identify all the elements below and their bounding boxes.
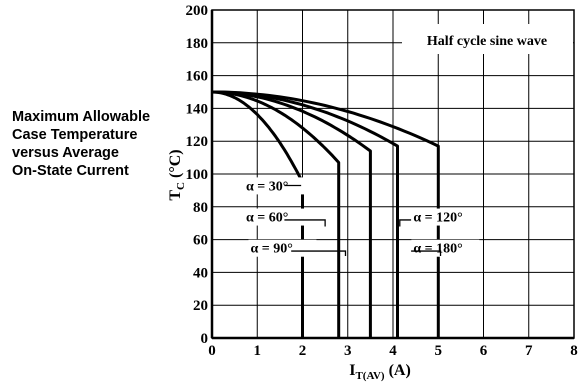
y-tick-label: 180 xyxy=(186,36,209,52)
grid xyxy=(211,9,575,339)
y-tick-label: 20 xyxy=(193,298,208,314)
x-axis-label-unit: (A) xyxy=(385,362,411,379)
x-tick-label: 4 xyxy=(389,343,397,359)
x-tick-label: 3 xyxy=(344,343,352,359)
annotation-bg xyxy=(411,239,480,257)
y-axis-label-main: T xyxy=(167,190,184,201)
side-title-line: versus Average xyxy=(12,145,119,161)
axes xyxy=(210,9,575,340)
x-tick-label: 6 xyxy=(480,343,488,359)
y-tick-label: 160 xyxy=(186,69,209,85)
y-tick-label: 100 xyxy=(186,167,209,183)
y-tick-label: 80 xyxy=(193,200,208,216)
x-axis-label-sub: T(AV) xyxy=(355,370,384,382)
title-box xyxy=(402,24,573,54)
y-tick-label: 120 xyxy=(186,134,209,150)
side-title-line: Case Temperature xyxy=(12,127,138,143)
annotation-label: α = 60° xyxy=(246,211,288,226)
side-title-line: On-State Current xyxy=(12,163,129,179)
x-tick-label: 1 xyxy=(254,343,262,359)
side-title: Maximum Allowable Case Temperature versu… xyxy=(12,108,162,180)
annotation-leader xyxy=(411,250,442,256)
x-tick-label: 0 xyxy=(208,343,216,359)
x-tick-label: 5 xyxy=(435,343,443,359)
y-tick-label: 60 xyxy=(193,233,208,249)
y-axis-label-sub: C xyxy=(175,182,187,190)
y-tick-label: 40 xyxy=(193,265,208,281)
annotation-label: α = 30° xyxy=(246,179,288,194)
annotation-bg xyxy=(411,208,480,226)
annotation-label: α = 120° xyxy=(413,211,462,226)
x-tick-label: 8 xyxy=(570,343,578,359)
curve-series-5 xyxy=(212,90,440,338)
annotation-leader xyxy=(399,219,412,227)
y-axis-label: TC (°C) xyxy=(167,149,187,200)
y-axis-label-unit: (°C) xyxy=(167,149,184,182)
annotations: α = 30° α = 60° α = 90° α = 120° α = 180° xyxy=(243,177,480,257)
curves xyxy=(211,90,440,338)
chart-title: Half cycle sine wave xyxy=(427,34,547,49)
x-axis-label: IT(AV) (A) xyxy=(349,362,411,382)
annotation-leader xyxy=(284,219,326,227)
y-tick-label: 200 xyxy=(186,3,209,19)
annotation-bg xyxy=(248,239,317,257)
annotation-leader xyxy=(291,250,347,256)
y-tick-label: 0 xyxy=(201,331,209,347)
y-tick-label: 140 xyxy=(186,101,209,117)
curve-series-1 xyxy=(211,90,304,338)
annotation-label: α = 180° xyxy=(413,242,462,257)
annotation-bg xyxy=(243,177,312,195)
annotation-bg xyxy=(243,208,312,226)
annotation-label: α = 90° xyxy=(250,242,292,257)
x-axis-label-main: I xyxy=(349,362,355,379)
side-title-line: Maximum Allowable xyxy=(12,109,151,125)
x-tick-label: 2 xyxy=(299,343,307,359)
x-tick-label: 7 xyxy=(525,343,533,359)
